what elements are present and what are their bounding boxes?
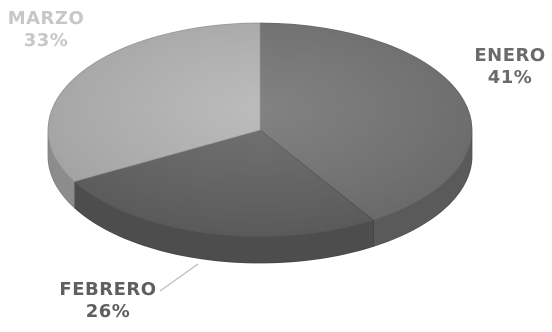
slice-label-enero: ENERO 41% — [470, 45, 550, 88]
slice-name-marzo: MARZO — [7, 8, 85, 29]
slice-name-enero: ENERO — [474, 45, 546, 66]
slice-label-febrero: FEBRERO 26% — [48, 279, 168, 322]
slice-percent-marzo: 33% — [23, 29, 69, 51]
slice-label-marzo: MARZO 33% — [0, 8, 92, 51]
febrero-leader-line — [159, 263, 199, 292]
pie-top-shading — [48, 23, 472, 237]
slice-percent-febrero: 26% — [85, 300, 131, 322]
slice-percent-enero: 41% — [487, 66, 533, 88]
slice-name-febrero: FEBRERO — [59, 279, 157, 300]
